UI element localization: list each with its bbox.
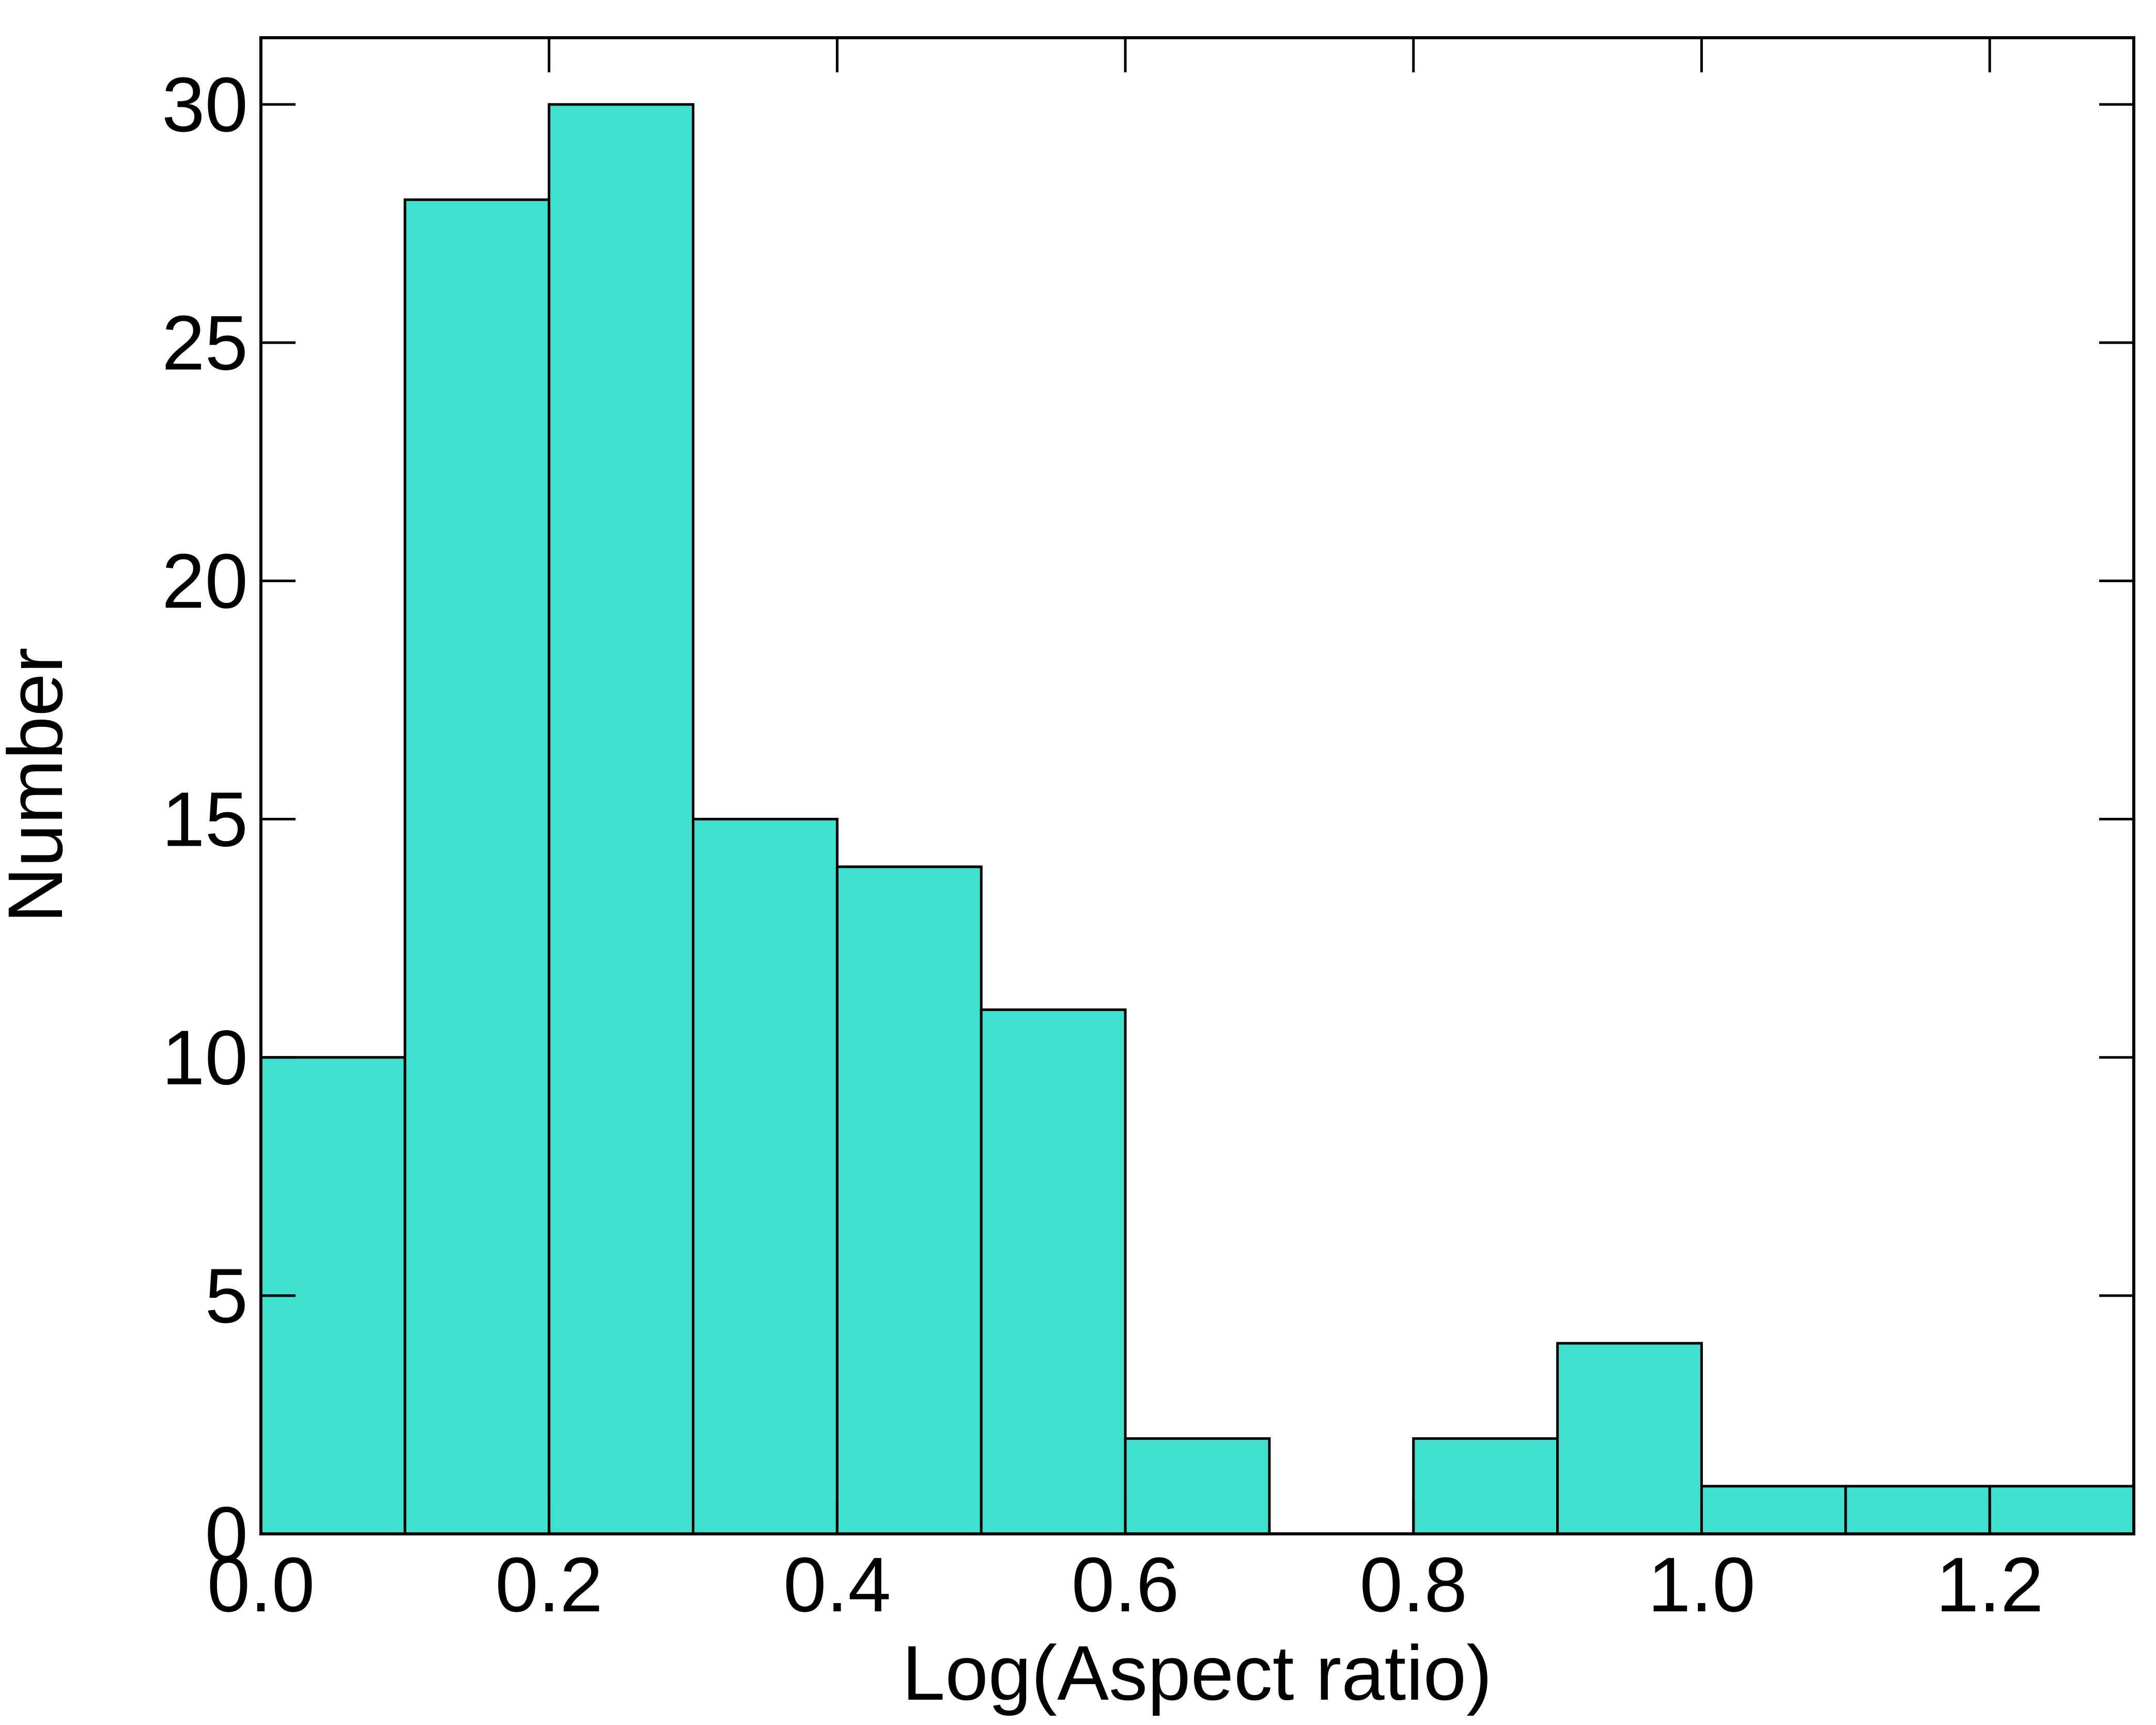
x-tick-label: 0.6 <box>1072 1541 1180 1628</box>
y-tick-label: 5 <box>205 1252 248 1339</box>
x-tick-label: 1.0 <box>1648 1541 1756 1628</box>
bar <box>1556 1342 1703 1535</box>
x-tick-label: 0.0 <box>207 1541 315 1628</box>
plot-frame <box>259 36 2135 1535</box>
y-tick-label: 30 <box>162 61 248 148</box>
y-tick-label: 10 <box>162 1014 248 1101</box>
bar <box>548 103 695 1535</box>
y-tick-label: 0 <box>205 1490 248 1577</box>
bar <box>404 198 551 1535</box>
y-tick-label: 15 <box>162 776 248 863</box>
bar <box>835 865 983 1535</box>
bar <box>692 818 839 1535</box>
y-tick-label: 25 <box>162 299 248 386</box>
bar <box>1988 1485 2135 1535</box>
x-axis-label: Log(Aspect ratio) <box>902 1629 1492 1716</box>
bar <box>980 1008 1127 1535</box>
x-tick-label: 1.2 <box>1936 1541 2044 1628</box>
x-tick-label: 0.2 <box>495 1541 603 1628</box>
y-axis-label: Number <box>0 647 79 923</box>
bar <box>1700 1485 1847 1535</box>
bar <box>1124 1437 1271 1535</box>
bar <box>1844 1485 1991 1535</box>
y-tick-label: 20 <box>162 537 248 624</box>
bar <box>1412 1437 1559 1535</box>
x-tick-label: 0.4 <box>783 1541 891 1628</box>
x-tick-label: 0.8 <box>1360 1541 1468 1628</box>
